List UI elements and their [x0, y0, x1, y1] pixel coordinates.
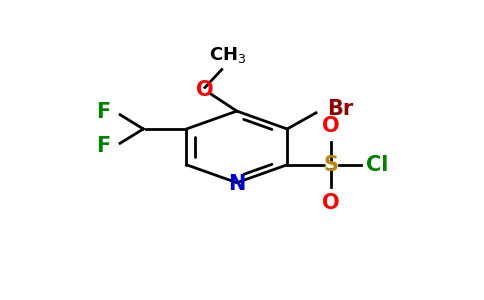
Text: CH$_3$: CH$_3$	[209, 45, 246, 65]
Text: Br: Br	[327, 99, 353, 118]
Text: O: O	[322, 193, 340, 213]
Text: Cl: Cl	[366, 155, 388, 175]
Text: S: S	[323, 155, 338, 175]
Text: F: F	[96, 136, 111, 156]
Text: F: F	[96, 102, 111, 122]
Text: O: O	[322, 116, 340, 136]
Text: N: N	[228, 174, 245, 194]
Text: O: O	[196, 80, 214, 100]
